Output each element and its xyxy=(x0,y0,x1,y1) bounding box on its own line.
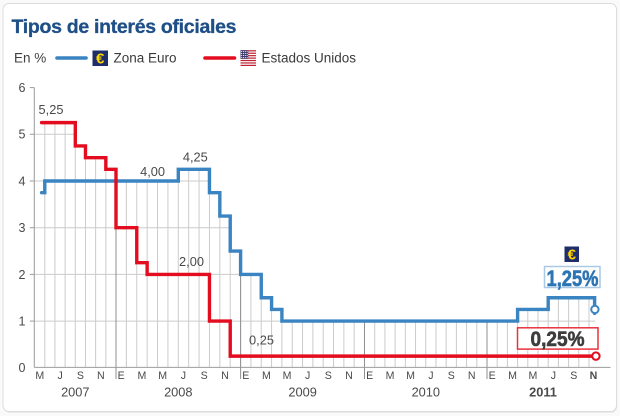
svg-text:€: € xyxy=(568,247,577,264)
svg-text:Tipos de interés oficiales: Tipos de interés oficiales xyxy=(12,16,237,38)
svg-text:S: S xyxy=(448,370,455,382)
svg-text:M: M xyxy=(262,370,271,382)
svg-text:1: 1 xyxy=(19,315,26,329)
svg-text:S: S xyxy=(77,370,84,382)
svg-text:E: E xyxy=(366,370,373,382)
svg-text:Estados Unidos: Estados Unidos xyxy=(262,51,357,66)
svg-text:0: 0 xyxy=(19,361,26,375)
svg-text:E: E xyxy=(242,370,249,382)
svg-text:E: E xyxy=(489,370,496,382)
svg-text:M: M xyxy=(386,370,395,382)
svg-text:0,25%: 0,25% xyxy=(531,328,585,351)
svg-text:J: J xyxy=(305,370,310,382)
svg-text:5: 5 xyxy=(19,128,26,142)
svg-text:N: N xyxy=(468,370,476,382)
svg-text:2008: 2008 xyxy=(164,385,192,400)
svg-text:J: J xyxy=(551,370,556,382)
svg-text:4: 4 xyxy=(19,174,26,188)
svg-text:M: M xyxy=(508,370,517,382)
svg-text:4,25: 4,25 xyxy=(183,150,208,165)
svg-text:N: N xyxy=(345,370,353,382)
svg-text:M: M xyxy=(406,370,415,382)
svg-text:S: S xyxy=(325,370,332,382)
svg-text:S: S xyxy=(570,370,577,382)
svg-text:N: N xyxy=(221,370,229,382)
svg-text:E: E xyxy=(118,370,125,382)
svg-text:Zona Euro: Zona Euro xyxy=(114,51,177,66)
svg-text:2,00: 2,00 xyxy=(179,254,204,269)
svg-text:M: M xyxy=(529,370,538,382)
svg-text:€: € xyxy=(96,51,105,68)
svg-text:M: M xyxy=(138,370,147,382)
svg-text:2011: 2011 xyxy=(529,385,557,400)
svg-text:En %: En % xyxy=(14,51,46,66)
svg-text:3: 3 xyxy=(19,221,26,235)
svg-text:J: J xyxy=(181,370,186,382)
svg-text:J: J xyxy=(57,370,62,382)
svg-text:5,25: 5,25 xyxy=(39,102,64,117)
svg-text:N: N xyxy=(590,370,598,382)
svg-text:2010: 2010 xyxy=(412,385,440,400)
svg-text:6: 6 xyxy=(19,81,26,95)
svg-text:2009: 2009 xyxy=(288,385,316,400)
svg-text:0,25: 0,25 xyxy=(249,333,274,348)
svg-text:N: N xyxy=(97,370,105,382)
svg-text:S: S xyxy=(201,370,208,382)
svg-text:4,00: 4,00 xyxy=(140,164,165,179)
svg-text:M: M xyxy=(158,370,167,382)
svg-text:J: J xyxy=(428,370,433,382)
svg-text:2: 2 xyxy=(19,268,26,282)
svg-text:M: M xyxy=(35,370,44,382)
svg-text:1,25%: 1,25% xyxy=(547,266,599,291)
svg-text:2007: 2007 xyxy=(61,385,89,400)
svg-text:M: M xyxy=(283,370,292,382)
